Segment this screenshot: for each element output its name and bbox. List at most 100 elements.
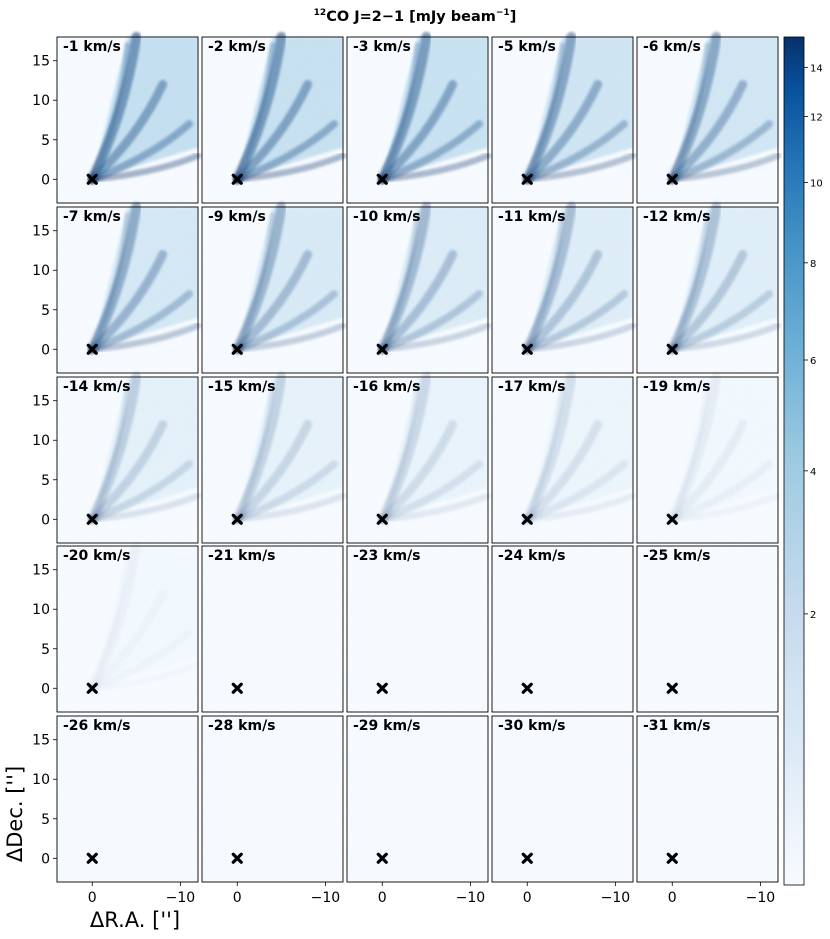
- outflow-lobe: [668, 460, 773, 524]
- panel: -21 km/s: [201, 545, 344, 713]
- outflow-cone: [527, 207, 633, 350]
- outflow-lobe: [524, 492, 637, 523]
- panel: -12 km/s: [636, 202, 782, 374]
- y-tick-label: 15: [32, 733, 50, 749]
- x-tick-label: 0: [523, 890, 532, 906]
- panel-frame: [201, 376, 344, 544]
- panel: -10 km/s: [346, 202, 492, 374]
- panel: -1 km/s 0 5 10 15: [32, 32, 202, 204]
- panel-velocity-label: -11 km/s: [498, 209, 566, 225]
- x-tick-label: −10: [456, 890, 486, 906]
- source-marker: [376, 513, 388, 525]
- source-marker: [376, 343, 388, 355]
- outflow-lobe: [379, 152, 492, 183]
- panel-frame: [56, 376, 199, 544]
- panel-velocity-label: -23 km/s: [353, 548, 421, 564]
- colorbar-ramp: [783, 36, 805, 886]
- panel-velocity-label: -1 km/s: [63, 39, 121, 55]
- colorbar: 14 12 10 8 6 4 2: [783, 36, 823, 886]
- panel-velocity-label: -31 km/s: [643, 718, 711, 734]
- panel-velocity-label: -2 km/s: [208, 39, 266, 55]
- outflow-lobe: [234, 492, 347, 523]
- source-marker: [231, 513, 243, 525]
- source-marker: [666, 682, 678, 694]
- panel: -28 km/s 0 −10: [201, 715, 344, 906]
- outflow-cone: [382, 37, 488, 180]
- panel: -17 km/s: [491, 372, 637, 544]
- panel-frame: [346, 376, 489, 544]
- y-tick-label: 10: [32, 263, 50, 279]
- panel-frame: [636, 715, 779, 883]
- colorbar-tick-label: 10: [810, 179, 823, 190]
- panel-velocity-label: -14 km/s: [63, 379, 131, 395]
- x-tick-label: 0: [378, 890, 387, 906]
- outflow-cone: [237, 207, 343, 350]
- panel: -2 km/s: [201, 32, 347, 204]
- panel-frame: [491, 376, 634, 544]
- panel-velocity-label: -26 km/s: [63, 718, 131, 734]
- y-tick-label: 0: [41, 172, 50, 188]
- panel: -24 km/s: [491, 545, 634, 713]
- source-marker: [376, 173, 388, 185]
- outflow-lobe: [669, 322, 782, 353]
- y-tick-label: 5: [41, 133, 50, 149]
- panel-frame: [346, 715, 489, 883]
- title-isotope: 12: [314, 8, 327, 18]
- panel: -26 km/s 0 5 10 15 0 −10: [32, 715, 199, 906]
- outflow-lobe: [234, 152, 347, 183]
- source-marker: [521, 173, 533, 185]
- panel-grid: -1 km/s 0 5 10 15 -2 km/s -3 km/s -5 km/s -6 km/…: [32, 32, 782, 906]
- outflow-lobe: [234, 322, 347, 353]
- panel-frame: [346, 36, 489, 204]
- y-tick-label: 10: [32, 433, 50, 449]
- panel-frame: [346, 545, 489, 713]
- panel-velocity-label: -7 km/s: [63, 209, 121, 225]
- source-marker: [231, 852, 243, 864]
- panel-frame: [201, 206, 344, 374]
- outflow-lobe: [669, 492, 782, 523]
- noise-texture: [347, 716, 488, 882]
- source-marker: [666, 513, 678, 525]
- outflow-lobe: [89, 492, 202, 523]
- source-marker: [86, 513, 98, 525]
- x-tick-label: 0: [233, 890, 242, 906]
- panel-velocity-label: -28 km/s: [208, 718, 276, 734]
- figure-title: 12CO J=2−1 [mJy beam−1]: [314, 8, 517, 25]
- panel-velocity-label: -20 km/s: [63, 548, 131, 564]
- outflow-cone: [527, 37, 633, 180]
- source-marker: [666, 343, 678, 355]
- y-tick-label: 15: [32, 224, 50, 240]
- noise-texture: [202, 546, 343, 712]
- source-marker: [521, 513, 533, 525]
- outflow-lobe: [89, 322, 202, 353]
- y-tick-label: 15: [32, 54, 50, 70]
- panel-velocity-label: -30 km/s: [498, 718, 566, 734]
- source-marker: [666, 173, 678, 185]
- panel: -11 km/s: [491, 202, 637, 374]
- outflow-cone: [672, 37, 778, 180]
- colorbar-tick-label: 8: [810, 259, 816, 270]
- noise-texture: [637, 546, 778, 712]
- outflow-cone: [527, 377, 633, 520]
- y-tick-label: 0: [41, 342, 50, 358]
- y-tick-label: 0: [41, 851, 50, 867]
- panel-frame: [201, 545, 344, 713]
- source-marker: [521, 682, 533, 694]
- outflow-lobe: [667, 420, 748, 524]
- title-close: ]: [510, 9, 517, 25]
- panel: -9 km/s: [201, 202, 347, 374]
- outflow-lobe: [669, 152, 782, 183]
- panel-frame: [636, 376, 779, 544]
- panel-velocity-label: -24 km/s: [498, 548, 566, 564]
- outflow-cone: [237, 377, 343, 520]
- panel: -7 km/s 0 5 10 15: [32, 202, 202, 374]
- panel-velocity-label: -29 km/s: [353, 718, 421, 734]
- noise-texture: [57, 716, 198, 882]
- panel: -20 km/s 0 5 10 15: [32, 545, 199, 713]
- panel: -6 km/s: [636, 32, 782, 204]
- colorbar-tick-label: 2: [810, 610, 816, 621]
- outflow-lobe: [379, 322, 492, 353]
- y-tick-label: 5: [41, 473, 50, 489]
- panel-frame: [636, 206, 779, 374]
- x-tick-label: −10: [601, 890, 631, 906]
